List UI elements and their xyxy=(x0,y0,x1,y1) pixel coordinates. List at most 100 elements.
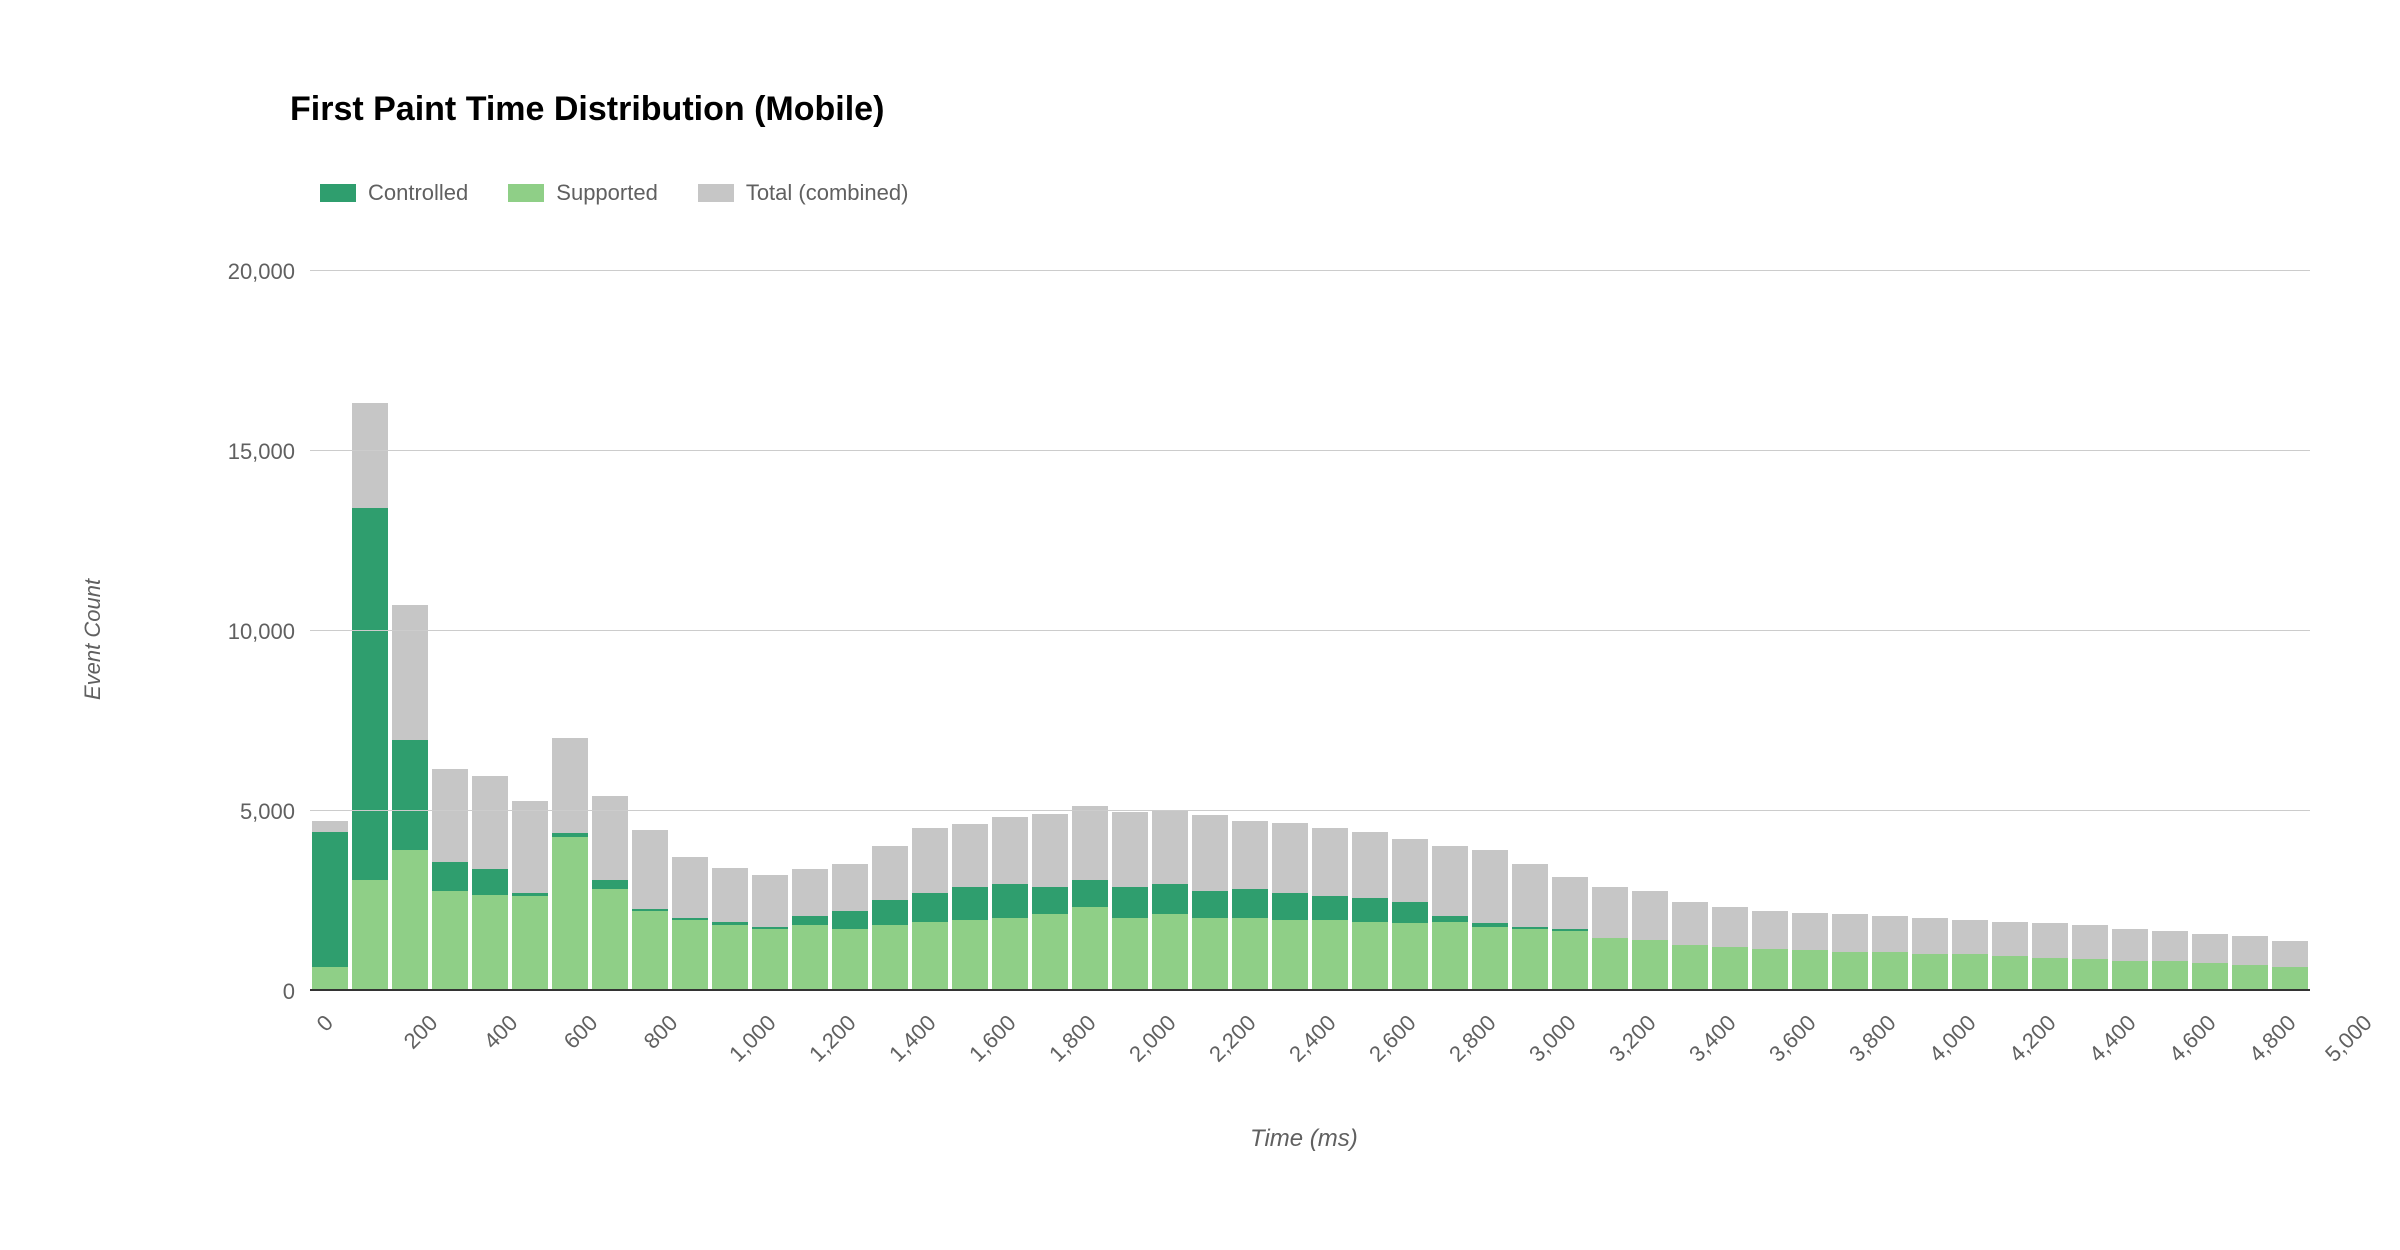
bar-supported xyxy=(392,850,428,990)
x-tick-label: 2,400 xyxy=(1284,1010,1341,1067)
y-tick-label: 10,000 xyxy=(185,619,295,645)
bar-supported xyxy=(1232,918,1268,990)
bar-supported xyxy=(712,925,748,990)
x-tick-label: 3,200 xyxy=(1604,1010,1661,1067)
x-tick-label: 0 xyxy=(312,1010,339,1037)
x-tick-label: 3,000 xyxy=(1524,1010,1581,1067)
chart-container: First Paint Time Distribution (Mobile) C… xyxy=(0,0,2400,1250)
bar-supported xyxy=(1952,954,1988,990)
bar-supported xyxy=(792,925,828,990)
bar-supported xyxy=(592,889,628,990)
bar-supported xyxy=(992,918,1028,990)
bar-supported xyxy=(1192,918,1228,990)
legend-label: Supported xyxy=(556,180,658,206)
bar-supported xyxy=(1472,927,1508,990)
y-tick-label: 15,000 xyxy=(185,439,295,465)
x-tick-label: 2,800 xyxy=(1444,1010,1501,1067)
legend-swatch xyxy=(320,184,356,202)
x-tick-label: 1,600 xyxy=(964,1010,1021,1067)
legend-label: Total (combined) xyxy=(746,180,909,206)
bar-supported xyxy=(1672,945,1708,990)
x-tick-label: 1,400 xyxy=(884,1010,941,1067)
y-tick-label: 20,000 xyxy=(185,259,295,285)
bar-supported xyxy=(1392,923,1428,990)
x-axis-baseline xyxy=(310,989,2310,991)
x-tick-label: 4,400 xyxy=(2084,1010,2141,1067)
bar-supported xyxy=(912,922,948,990)
bar-supported xyxy=(2112,961,2148,990)
bar-supported xyxy=(2232,965,2268,990)
bar-supported xyxy=(1792,950,1828,990)
x-tick-label: 2,200 xyxy=(1204,1010,1261,1067)
x-tick-label: 3,800 xyxy=(1844,1010,1901,1067)
x-tick-label: 2,000 xyxy=(1124,1010,1181,1067)
bar-supported xyxy=(552,837,588,990)
grid-line xyxy=(310,450,2310,451)
grid-line xyxy=(310,630,2310,631)
grid-line xyxy=(310,810,2310,811)
x-tick-label: 1,000 xyxy=(724,1010,781,1067)
bar-supported xyxy=(1872,952,1908,990)
bar-supported xyxy=(2032,958,2068,990)
bar-supported xyxy=(2072,959,2108,990)
chart-title: First Paint Time Distribution (Mobile) xyxy=(290,90,884,129)
legend-label: Controlled xyxy=(368,180,468,206)
bar-supported xyxy=(1272,920,1308,990)
bar-supported xyxy=(1992,956,2028,990)
bar-supported xyxy=(1512,929,1548,990)
bar-supported xyxy=(312,967,348,990)
bar-supported xyxy=(1832,952,1868,990)
grid-line xyxy=(310,270,2310,271)
x-tick-label: 3,600 xyxy=(1764,1010,1821,1067)
x-axis-label: Time (ms) xyxy=(1250,1125,1358,1153)
bar-supported xyxy=(512,896,548,990)
legend-item-supported: Supported xyxy=(508,180,658,206)
x-tick-label: 400 xyxy=(479,1010,523,1054)
bar-supported xyxy=(752,929,788,990)
x-tick-label: 3,400 xyxy=(1684,1010,1741,1067)
bar-supported xyxy=(1592,938,1628,990)
bar-supported xyxy=(2152,961,2188,990)
y-tick-label: 5,000 xyxy=(185,799,295,825)
plot-area xyxy=(310,270,2310,990)
x-tick-label: 800 xyxy=(639,1010,683,1054)
x-tick-label: 1,200 xyxy=(804,1010,861,1067)
bar-supported xyxy=(1112,918,1148,990)
bar-supported xyxy=(1432,922,1468,990)
bar-supported xyxy=(1552,931,1588,990)
chart-legend: Controlled Supported Total (combined) xyxy=(320,180,908,206)
x-tick-label: 1,800 xyxy=(1044,1010,1101,1067)
bar-supported xyxy=(952,920,988,990)
bar-supported xyxy=(2272,967,2308,990)
bar-supported xyxy=(352,880,388,990)
x-tick-label: 5,000 xyxy=(2320,1010,2377,1067)
bar-supported xyxy=(832,929,868,990)
bar-supported xyxy=(1632,940,1668,990)
legend-item-total: Total (combined) xyxy=(698,180,909,206)
bar-supported xyxy=(1352,922,1388,990)
bar-supported xyxy=(1712,947,1748,990)
bar-supported xyxy=(1912,954,1948,990)
bar-supported xyxy=(432,891,468,990)
legend-swatch xyxy=(508,184,544,202)
bar-supported xyxy=(472,895,508,990)
bar-supported xyxy=(1752,949,1788,990)
bar-supported xyxy=(2192,963,2228,990)
bar-supported xyxy=(872,925,908,990)
x-tick-label: 4,000 xyxy=(1924,1010,1981,1067)
legend-swatch xyxy=(698,184,734,202)
y-axis-label: Event Count xyxy=(80,579,106,700)
bar-supported xyxy=(1072,907,1108,990)
x-tick-label: 4,800 xyxy=(2244,1010,2301,1067)
bar-supported xyxy=(632,911,668,990)
x-tick-label: 600 xyxy=(559,1010,603,1054)
x-tick-label: 200 xyxy=(399,1010,443,1054)
y-tick-label: 0 xyxy=(185,979,295,1005)
bar-supported xyxy=(1032,914,1068,990)
bar-supported xyxy=(1312,920,1348,990)
legend-item-controlled: Controlled xyxy=(320,180,468,206)
bar-supported xyxy=(1152,914,1188,990)
x-tick-label: 4,200 xyxy=(2004,1010,2061,1067)
x-tick-label: 4,600 xyxy=(2164,1010,2221,1067)
bar-supported xyxy=(672,920,708,990)
